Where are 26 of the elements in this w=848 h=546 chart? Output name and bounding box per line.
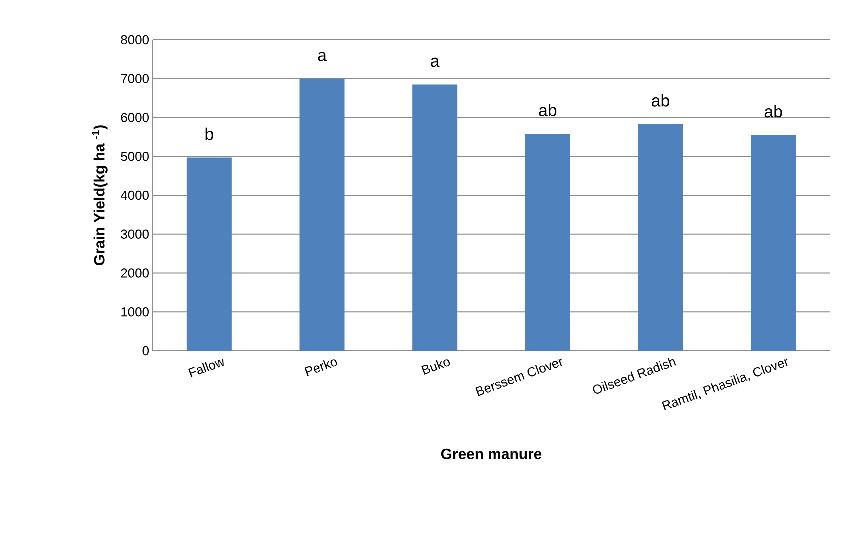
x-tick-label: Fallow	[188, 358, 224, 378]
bar	[525, 134, 570, 351]
annotation: ab	[539, 104, 557, 117]
x-axis-title: Green manure	[441, 448, 542, 460]
y-tick-label: 0	[142, 346, 149, 356]
y-tick-label: 2000	[121, 268, 149, 278]
y-axis-title: Grain Yield(kg ha $^{-1}$)	[92, 126, 108, 266]
y-tick-label: 8000	[121, 35, 149, 45]
y-tick-label: 5000	[121, 152, 149, 162]
bar	[638, 124, 684, 351]
x-tick-label: Buko	[422, 360, 450, 375]
bar	[751, 135, 796, 351]
y-tick-label: 4000	[120, 190, 149, 200]
annotation: a	[431, 58, 440, 68]
y-tick-label: 1000	[122, 308, 149, 317]
annotation: ab	[764, 105, 782, 118]
annotation: ab	[652, 94, 670, 107]
bar	[300, 78, 345, 351]
x-tick-label: Perko	[304, 360, 338, 376]
bar	[412, 84, 458, 351]
bar	[186, 158, 232, 351]
y-tick-label: 7000	[121, 74, 149, 84]
y-tick-label: 6000	[121, 113, 149, 122]
annotation: a	[318, 52, 327, 62]
y-tick-label: 3000	[121, 230, 149, 239]
annotation: b	[206, 128, 214, 140]
